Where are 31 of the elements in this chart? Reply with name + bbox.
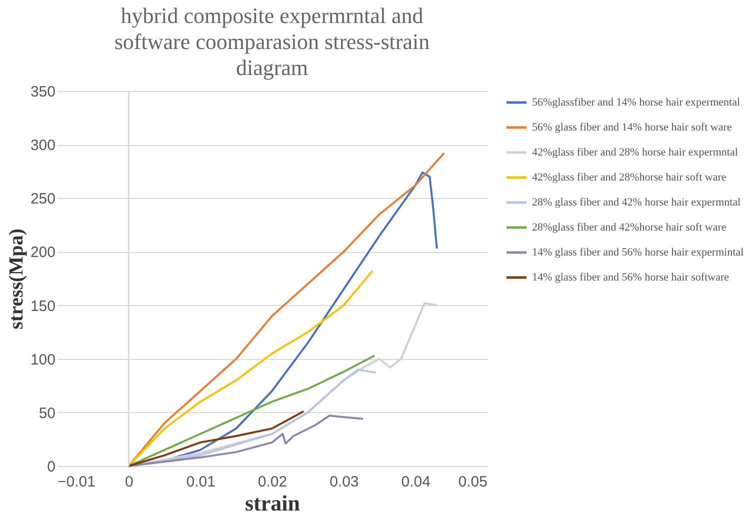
y-tick-label: 200: [30, 244, 56, 262]
y-tick-label: 100: [30, 351, 56, 368]
legend-label: 42%glass fiber and 28% horse hair expermntal: [532, 146, 738, 158]
x-tick-label: 0.03: [330, 474, 359, 490]
legend-label: 56% glass fiber and 14% horse hair soft ware: [532, 122, 732, 134]
line-series: [128, 410, 305, 467]
text: hybrid composite expermrntal and: [120, 3, 424, 28]
legend-label: 14% glass fiber and 56% horse hair software: [532, 272, 730, 284]
y-axis-title: stress(Mpa): [5, 228, 28, 330]
y-tick-label: 350: [30, 84, 56, 100]
y-tick-label: 150: [30, 298, 56, 315]
x-tick-label: −0.01: [58, 474, 96, 490]
y-tick-label: 0: [47, 458, 56, 476]
x-tick-label: 0.04: [401, 474, 430, 490]
y-tick-label: 300: [30, 137, 56, 154]
x-tick-label: 0.05: [458, 474, 488, 490]
legend-label: 42%glass fiber and 28%horse hair soft ware: [532, 172, 726, 184]
text: diagram: [236, 55, 308, 80]
y-tick-label: 50: [38, 404, 56, 422]
legend-label: 28%glass fiber and 42%horse hair soft ware: [532, 222, 726, 234]
legend-label: 28% glass fiber and 42% horse hair expermntal: [532, 196, 741, 208]
x-tick-label: 0.02: [258, 474, 288, 490]
x-axis-title: strain: [245, 490, 300, 516]
legend-label: 14% glass fiber and 56% horse hair expermintal: [532, 246, 744, 258]
x-tick-label: 0.01: [186, 474, 216, 490]
y-tick-label: 250: [30, 190, 56, 208]
line-series: [128, 414, 364, 467]
line-series: [128, 270, 374, 467]
x-tick-label: 0: [124, 474, 134, 490]
text: software coomparasion stress-strain: [114, 29, 430, 54]
legend-label: 56%glassfiber and 14% horse hair expermental: [532, 96, 740, 108]
